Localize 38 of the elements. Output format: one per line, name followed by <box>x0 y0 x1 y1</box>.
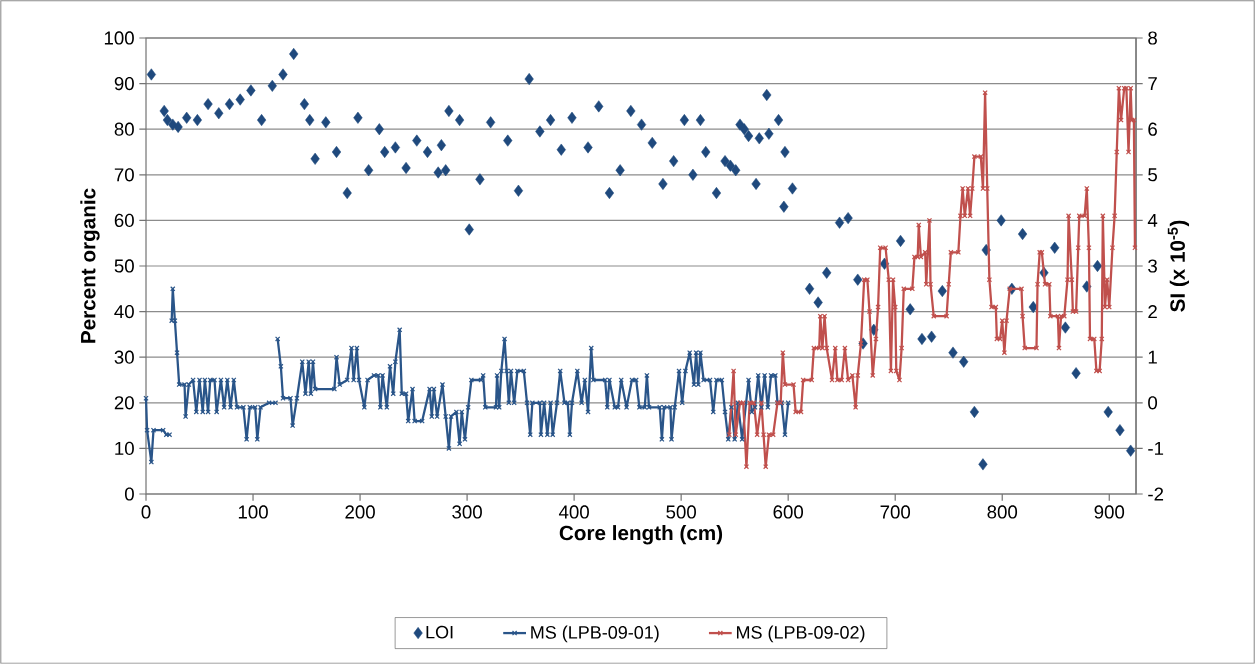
y2-tick-label: 3 <box>1148 259 1157 273</box>
x-tick-label: 400 <box>558 505 589 519</box>
y-tick-label: 80 <box>114 122 134 136</box>
x-tick-label: 500 <box>666 505 696 519</box>
y2-tick-label: 8 <box>1148 31 1157 45</box>
x-tick-label: 0 <box>141 505 151 519</box>
x-tick-label: 800 <box>987 505 1018 519</box>
y-tick-label: 40 <box>114 304 134 319</box>
x-tick-label: 200 <box>345 505 375 519</box>
x-tick-label: 100 <box>238 505 268 519</box>
y-tick-label: 100 <box>104 31 134 45</box>
y2-tick-label: 4 <box>1147 213 1158 227</box>
legend-label: MS (LPB-09-01) <box>531 625 659 643</box>
y-tick-label: 50 <box>114 259 134 273</box>
y-tick-label: 20 <box>114 396 134 410</box>
y2-tick-label: 7 <box>1148 77 1157 91</box>
x-tick-label: 700 <box>880 505 911 519</box>
y-tick-label: 10 <box>115 441 134 456</box>
y-tick-label: 60 <box>114 213 134 228</box>
y2-axis-title: SI (x 10$^{-5}$) <box>1167 220 1190 312</box>
x-tick-label: 600 <box>773 505 804 519</box>
y2-tick-label: -2 <box>1148 487 1164 501</box>
y2-tick-label: 5 <box>1148 168 1157 182</box>
y2-tick-label: 2 <box>1148 305 1157 319</box>
y2-tick-label: -1 <box>1148 441 1164 455</box>
y-tick-label: 0 <box>124 487 134 501</box>
y-tick-label: 70 <box>114 168 134 182</box>
x-axis-title: Core length (cm) <box>559 525 723 545</box>
y2-tick-label: 6 <box>1148 122 1157 136</box>
legend-label: LOI <box>426 625 453 639</box>
y-tick-label: 90 <box>114 76 134 91</box>
y2-tick-label: 0 <box>1148 396 1158 410</box>
y2-tick-label: 1 <box>1148 350 1157 364</box>
y-axis-title: Percent organic <box>80 188 100 343</box>
y-tick-label: 30 <box>114 350 134 364</box>
legend-label: MS (LPB-09-02) <box>736 625 865 643</box>
x-tick-label: 900 <box>1094 505 1125 519</box>
x-tick-label: 300 <box>452 505 482 519</box>
